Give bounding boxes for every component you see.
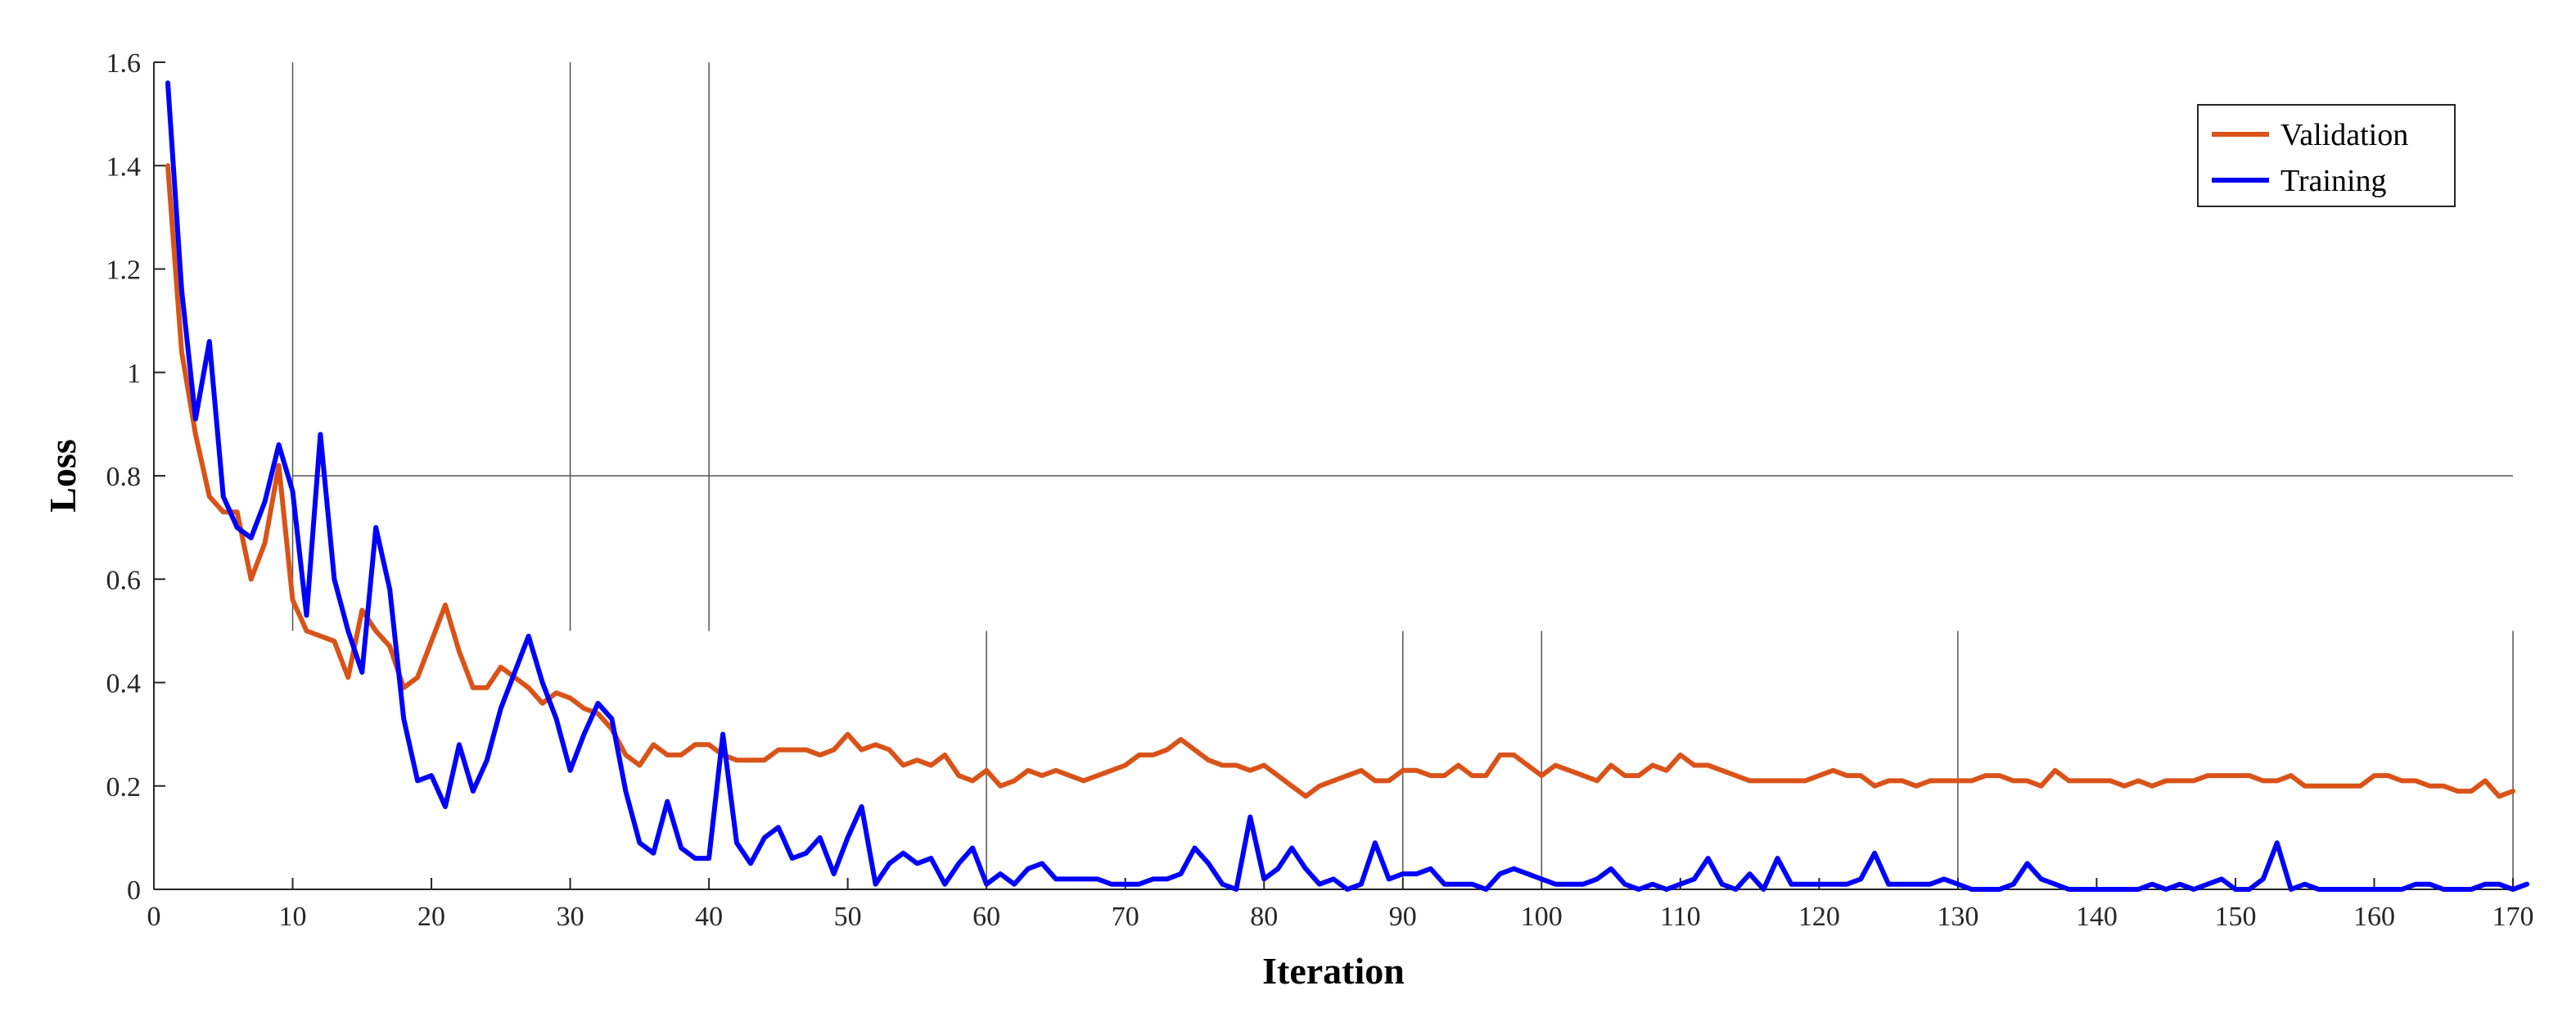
series-line-validation [165,163,2515,799]
x-tick-label: 70 [1112,902,1139,932]
series-line-training [165,80,2529,892]
x-tick-label: 30 [557,902,584,932]
x-tick-label: 80 [1250,902,1278,932]
y-tick-label: 1.6 [106,48,142,79]
x-tick-label: 160 [2353,902,2395,932]
x-tick-label: 50 [834,902,862,932]
y-ticks: 0 0.2 0.4 0.6 0.8 1 1.2 1.4 1.6 [106,48,165,906]
reference-lines [291,62,2514,889]
x-tick-label: 10 [279,902,307,932]
x-tick-label: 60 [972,902,1000,932]
y-tick-label: 0.4 [106,669,142,699]
x-ticks: 0 10 20 30 40 50 60 70 80 90 100 110 120 130 140 150 160… [147,878,2534,932]
x-tick-label: 120 [1798,902,1840,932]
y-tick-label: 0.6 [106,565,142,595]
y-tick-label: 0 [127,875,141,906]
legend-box [2197,104,2456,207]
y-tick-label: 1.2 [106,256,142,286]
x-axis-title: Iteration [1262,950,1405,992]
x-tick-label: 0 [147,902,161,932]
y-tick-label: 1 [127,359,141,389]
x-tick-label: 40 [695,902,723,932]
x-tick-label: 170 [2493,902,2534,932]
y-tick-label: 0.2 [106,772,142,803]
x-tick-label: 150 [2214,902,2256,932]
legend-label-validation: Validation [2281,118,2408,152]
x-tick-label: 140 [2076,902,2118,932]
y-tick-label: 1.4 [106,151,142,182]
legend: Validation Training [2197,104,2456,207]
x-tick-label: 130 [1937,902,1978,932]
x-tick-label: 110 [1660,902,1701,932]
legend-label-training: Training [2281,164,2387,198]
x-tick-label: 20 [417,902,445,932]
series-lines [165,80,2529,892]
y-tick-label: 0.8 [106,462,142,492]
x-tick-label: 90 [1389,902,1417,932]
x-tick-label: 100 [1521,902,1563,932]
y-axis-title: Loss [42,439,83,512]
